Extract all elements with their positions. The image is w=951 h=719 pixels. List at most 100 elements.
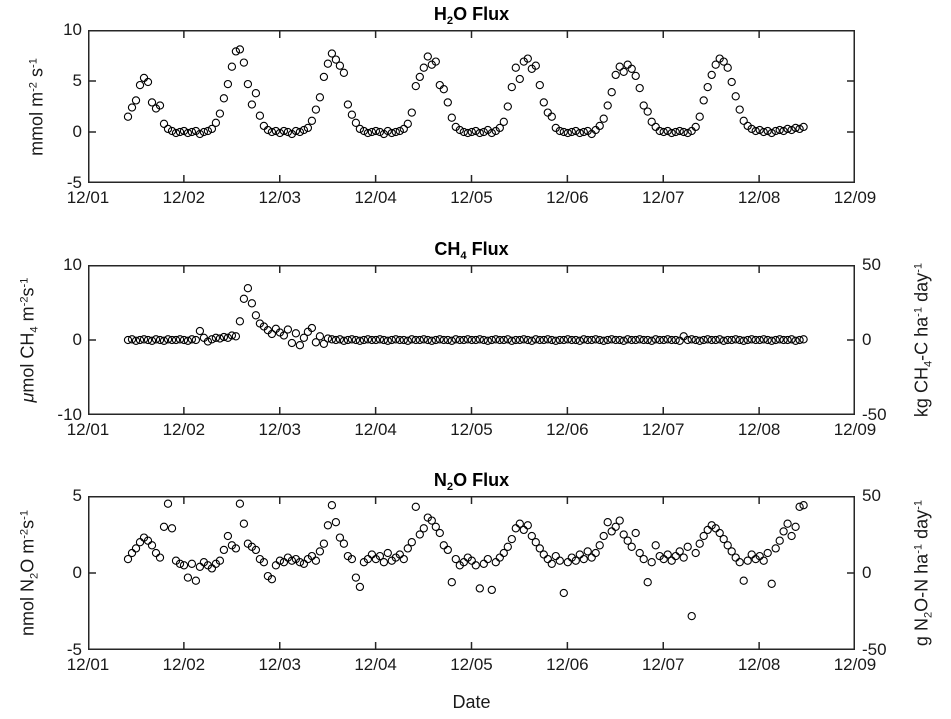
x-tick-label: 12/02 xyxy=(162,188,206,207)
data-point xyxy=(559,127,568,137)
data-point xyxy=(711,335,720,345)
data-point xyxy=(655,335,664,345)
data-point xyxy=(595,121,604,131)
data-point xyxy=(575,128,584,138)
data-point xyxy=(743,556,752,565)
data-point xyxy=(647,117,656,126)
data-point xyxy=(727,77,736,87)
data-point xyxy=(139,335,149,344)
data-point xyxy=(239,519,249,528)
y-tick-label: -10 xyxy=(57,405,82,424)
data-point xyxy=(199,127,209,137)
data-point xyxy=(183,573,193,582)
data-point xyxy=(751,126,760,136)
data-point xyxy=(223,79,233,89)
data-point xyxy=(175,127,185,137)
data-point xyxy=(187,559,197,568)
data-point xyxy=(479,559,488,568)
data-point xyxy=(495,123,504,133)
data-point xyxy=(303,123,313,133)
x-tick-label: 12/09 xyxy=(833,188,877,207)
data-point xyxy=(735,558,744,567)
data-point xyxy=(415,72,424,82)
data-point xyxy=(139,73,149,83)
data-point xyxy=(479,127,488,137)
data-point xyxy=(159,522,169,531)
data-point xyxy=(787,335,796,344)
data-point xyxy=(211,333,221,342)
data-point xyxy=(251,545,261,555)
data-point xyxy=(795,124,804,134)
data-point xyxy=(151,335,161,344)
data-point xyxy=(767,128,776,138)
data-point xyxy=(355,336,365,345)
data-point xyxy=(531,335,540,344)
data-point xyxy=(659,335,668,345)
data-point xyxy=(571,126,580,136)
data-point xyxy=(295,341,305,350)
data-point xyxy=(507,534,516,544)
data-point xyxy=(171,335,181,345)
data-point xyxy=(571,556,580,565)
data-point xyxy=(555,335,564,345)
data-point xyxy=(483,554,492,564)
data-point xyxy=(543,554,552,564)
right-y-tick-label: 0 xyxy=(862,330,872,349)
data-point xyxy=(187,335,197,344)
data-point xyxy=(191,335,201,345)
data-point xyxy=(699,531,708,541)
data-point xyxy=(715,335,724,344)
data-point xyxy=(371,126,381,136)
data-point xyxy=(395,126,404,136)
data-point xyxy=(315,332,325,341)
data-point xyxy=(671,551,680,561)
data-point xyxy=(575,336,584,345)
y-axis-label: mmol m-2 s-1 xyxy=(26,57,47,156)
data-point xyxy=(243,79,253,89)
data-point xyxy=(667,556,676,565)
x-tick-label: 12/03 xyxy=(258,188,302,207)
data-point xyxy=(771,544,780,553)
data-point xyxy=(603,335,612,345)
data-point xyxy=(343,335,353,345)
data-point xyxy=(487,335,496,345)
data-point xyxy=(783,335,792,345)
x-tick-label: 12/07 xyxy=(641,188,685,207)
data-point xyxy=(179,561,189,570)
y-tick-label: 10 xyxy=(63,20,82,39)
data-point xyxy=(399,124,408,134)
data-point xyxy=(315,547,325,556)
data-point xyxy=(239,294,249,303)
data-point xyxy=(443,335,452,345)
data-point xyxy=(747,550,756,559)
y-tick-label: 0 xyxy=(72,563,82,582)
data-point xyxy=(507,82,516,92)
data-point xyxy=(331,55,341,64)
data-point xyxy=(695,336,704,345)
x-tick-label: 12/04 xyxy=(354,188,397,207)
data-point xyxy=(375,335,385,344)
data-point xyxy=(723,541,732,550)
data-point xyxy=(799,335,808,344)
data-point xyxy=(451,335,460,344)
data-point xyxy=(331,518,341,527)
data-point xyxy=(331,335,341,345)
data-point xyxy=(135,538,145,547)
data-point xyxy=(227,331,237,340)
data-point xyxy=(523,521,532,530)
x-tick-label: 12/02 xyxy=(162,420,206,439)
x-tick-label: 12/01 xyxy=(66,655,110,674)
data-point xyxy=(591,125,600,135)
data-point xyxy=(615,335,624,345)
data-point xyxy=(275,128,285,138)
y-tick-label: 0 xyxy=(72,330,82,349)
data-point xyxy=(663,335,672,344)
data-point xyxy=(403,544,412,553)
scatter-series xyxy=(123,499,808,621)
data-point xyxy=(311,338,321,347)
scatter-series xyxy=(123,284,808,350)
data-point xyxy=(435,80,444,90)
data-point xyxy=(443,545,452,555)
data-point xyxy=(743,335,752,345)
data-point xyxy=(491,558,500,567)
